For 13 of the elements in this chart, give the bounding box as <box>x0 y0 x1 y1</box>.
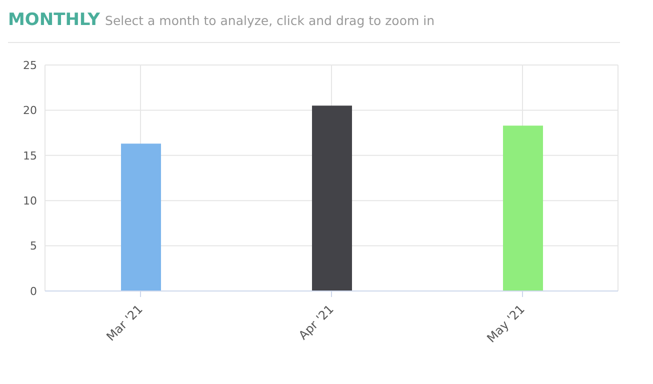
bar <box>503 126 543 291</box>
chart-subtitle: Select a month to analyze, click and drag to zoom in <box>105 13 435 28</box>
bar <box>121 144 161 291</box>
y-tick-label: 0 <box>30 284 37 298</box>
y-tick-label: 5 <box>30 240 37 253</box>
y-tick-label: 20 <box>23 104 37 118</box>
y-tick-label: 25 <box>23 58 37 72</box>
x-tick-label: Apr '21 <box>296 302 336 342</box>
bar <box>312 106 352 291</box>
x-tick-label: Mar '21 <box>104 302 146 344</box>
y-tick-label: 10 <box>23 194 37 208</box>
chart-title: MONTHLY <box>8 10 100 30</box>
y-tick-label: 15 <box>23 149 37 162</box>
